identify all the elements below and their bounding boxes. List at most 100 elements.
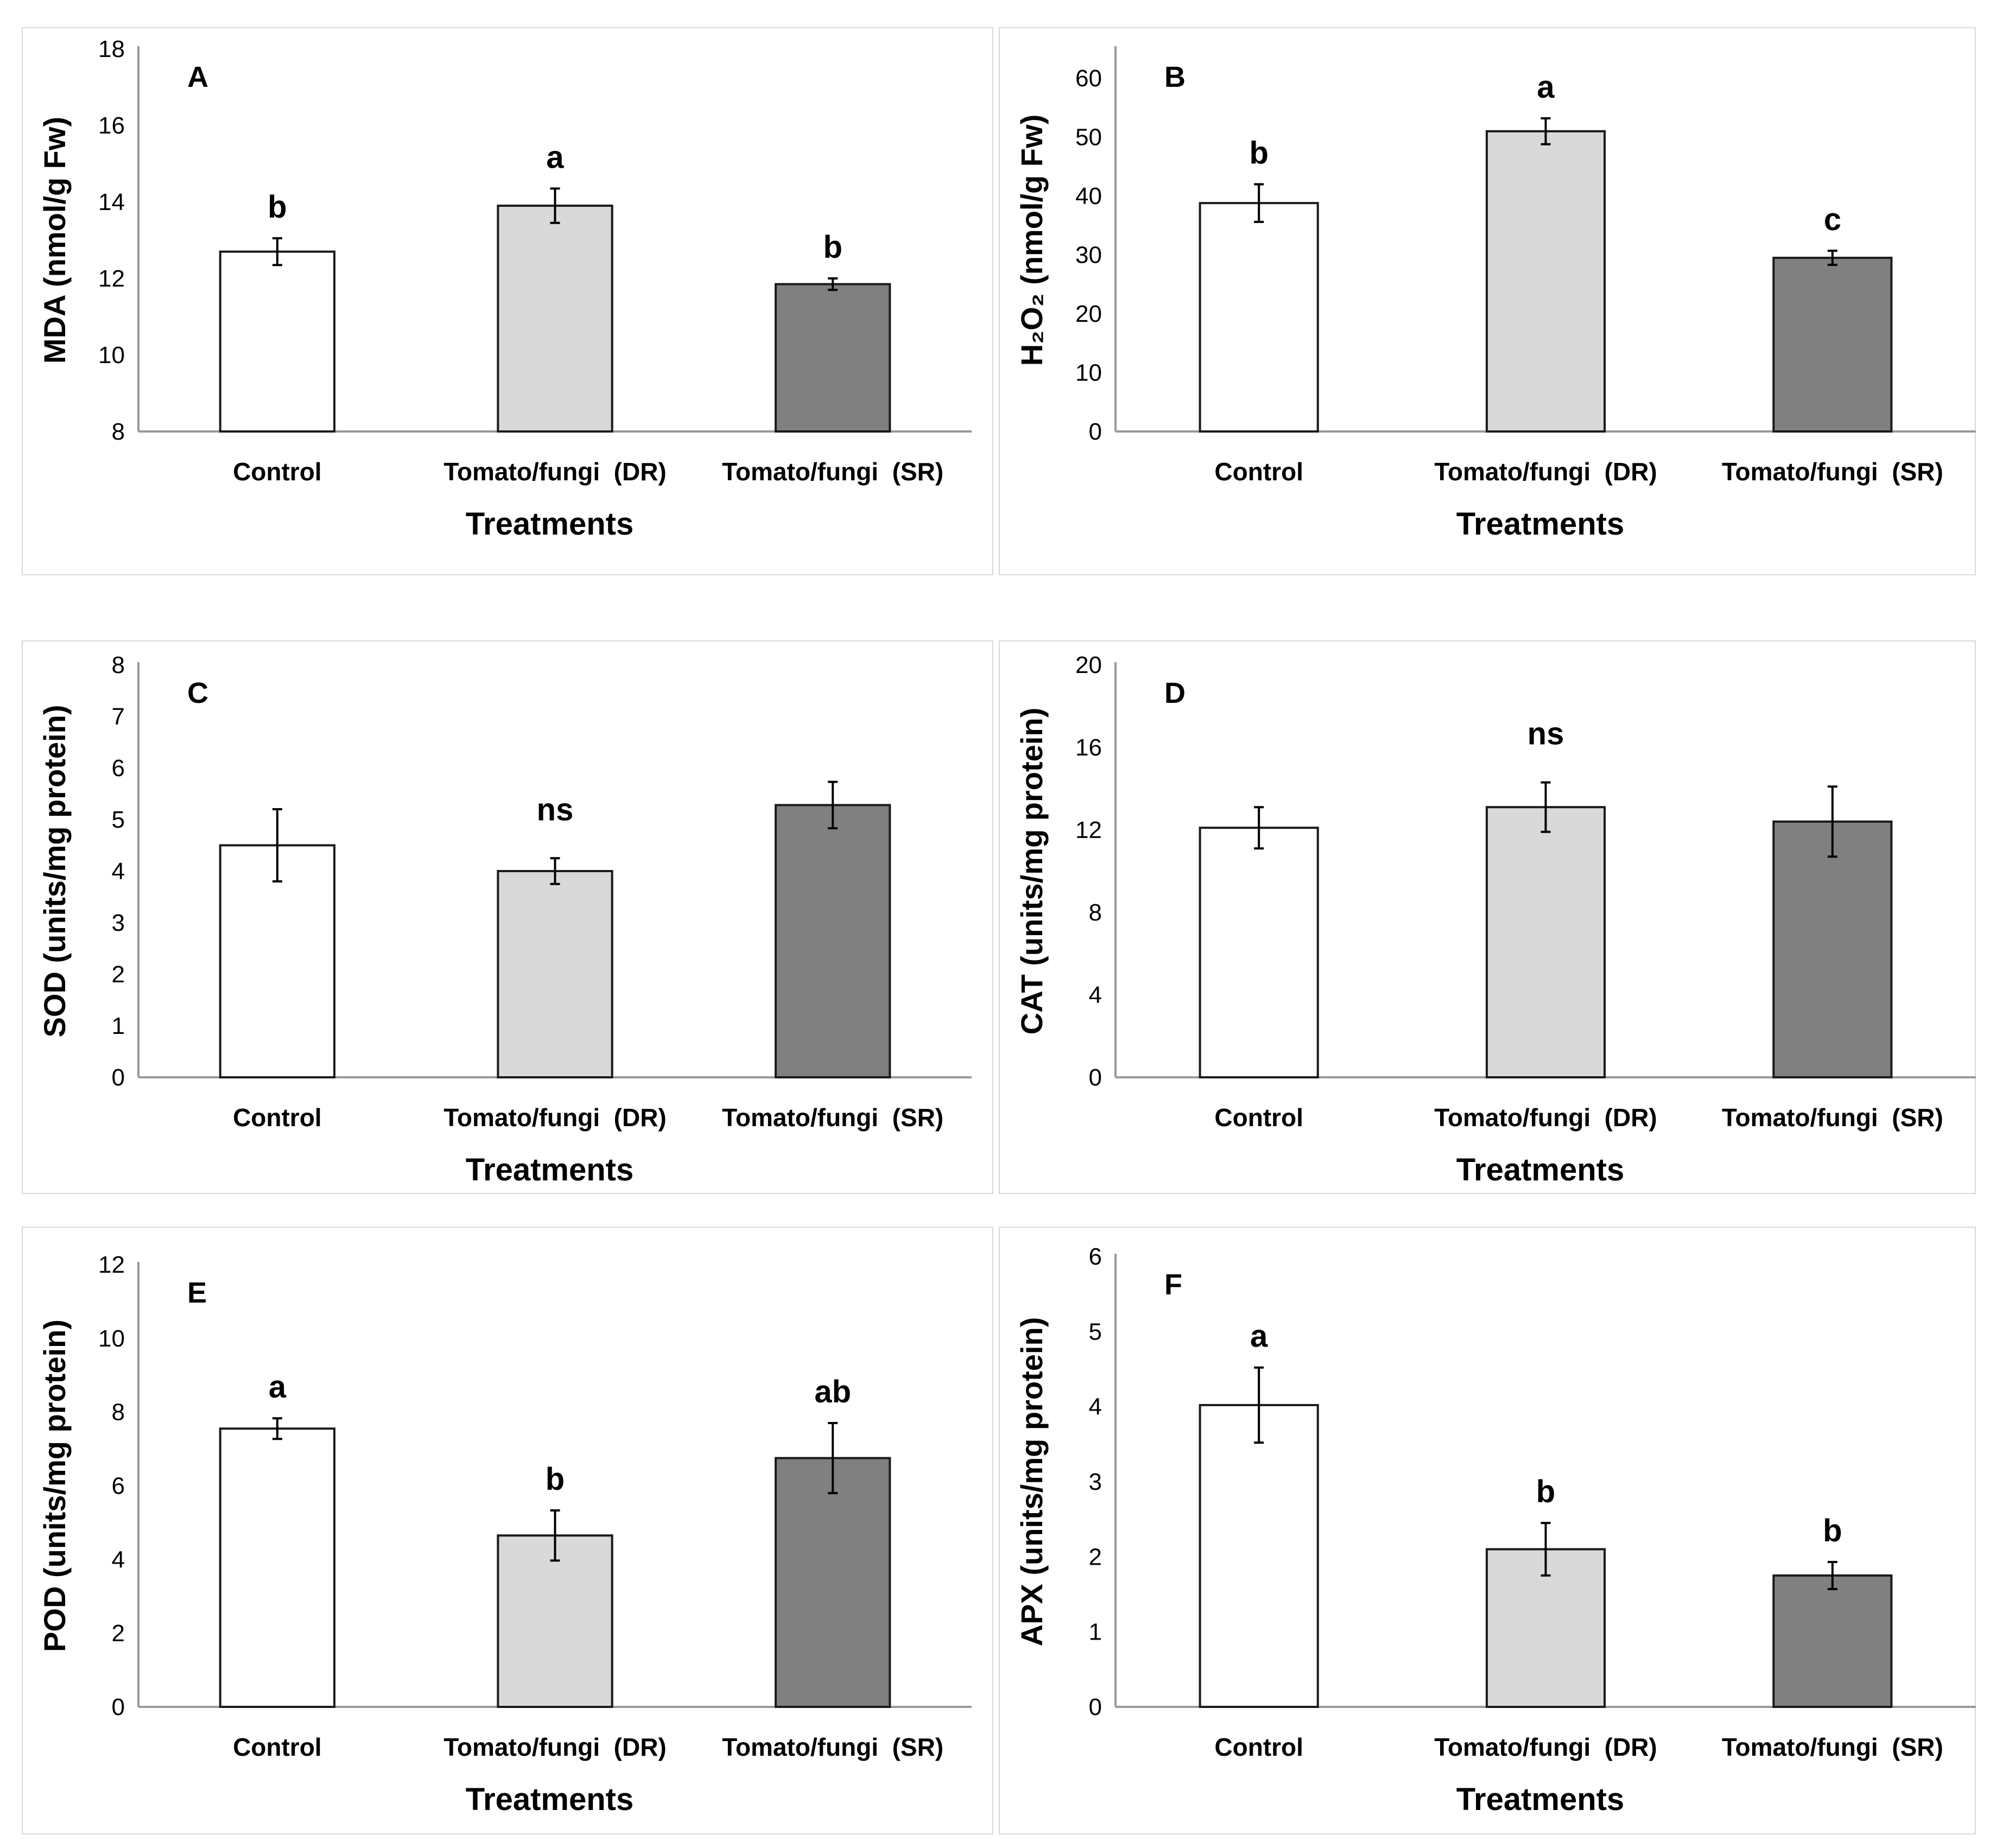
x-category-label: Tomato/fungi (DR) — [443, 1733, 667, 1761]
y-tick-label: 40 — [1075, 183, 1102, 209]
significance-letter: a — [269, 1369, 287, 1405]
x-axis-title: Treatments — [466, 506, 633, 542]
bar-tomato-fungi-sr — [1772, 1574, 1893, 1709]
bar-tomato-fungi-dr — [497, 870, 613, 1078]
y-tick-label: 20 — [1075, 301, 1102, 327]
bar-tomato-fungi-sr — [775, 804, 891, 1079]
y-tick-label: 2 — [112, 961, 125, 988]
bar-control — [219, 250, 335, 433]
significance-letter: b — [1249, 135, 1268, 170]
x-category-label: Tomato/fungi (DR) — [1434, 1103, 1657, 1132]
chart-a: 8 10 12 14 16 18 Ab Control a Tomato/fungi (DR) b T… — [37, 36, 972, 542]
y-tick-label: 4 — [112, 858, 125, 885]
y-tick-label: 10 — [98, 342, 125, 369]
y-tick-label: 1 — [1089, 1619, 1102, 1646]
y-tick-label: 60 — [1075, 65, 1102, 92]
bar-tomato-fungi-sr — [1772, 820, 1893, 1079]
y-axis-title: SOD (units/mg protein) — [37, 705, 72, 1038]
bar-tomato-fungi-sr — [775, 1457, 891, 1708]
y-tick-label: 7 — [112, 703, 125, 730]
x-axis-title: Treatments — [1456, 1152, 1624, 1187]
x-category-label: Tomato/fungi (SR) — [722, 458, 943, 486]
y-tick-label: 4 — [1089, 982, 1102, 1008]
y-tick-label: 3 — [112, 910, 125, 936]
significance-letter: b — [1536, 1474, 1555, 1509]
y-tick-label: 12 — [1075, 817, 1102, 843]
y-tick-label: 14 — [98, 189, 125, 215]
y-tick-label: 18 — [98, 36, 125, 62]
significance-letter: b — [546, 1462, 565, 1497]
chart-panel-f — [999, 1227, 1976, 1834]
x-axis-title: Treatments — [1456, 506, 1624, 542]
y-tick-label: 10 — [98, 1325, 125, 1352]
x-category-label: Tomato/fungi (DR) — [1434, 458, 1657, 486]
significance-letter: a — [546, 139, 564, 175]
chart-b: 0 10 20 30 40 50 60 Bb Control a Tomato/fungi (DR)… — [1015, 46, 1976, 542]
y-tick-label: 5 — [112, 806, 125, 833]
y-tick-label: 50 — [1075, 124, 1102, 151]
bar-control — [1199, 1404, 1319, 1708]
x-category-label: Tomato/fungi (SR) — [1722, 458, 1943, 486]
significance-letter: a — [1250, 1319, 1268, 1354]
y-tick-label: 0 — [1089, 1694, 1102, 1720]
y-tick-label: 20 — [1075, 652, 1102, 678]
chart-e: 0 2 4 6 8 10 12 Ea Control b Tomato/fungi (DR) ab To… — [37, 1252, 972, 1817]
y-tick-label: 10 — [1075, 360, 1102, 386]
y-tick-label: 2 — [112, 1620, 125, 1647]
y-tick-label: 2 — [1089, 1544, 1102, 1570]
y-axis-title: POD (units/mg protein) — [37, 1319, 72, 1652]
x-axis-title: Treatments — [466, 1152, 633, 1187]
panel-label: D — [1164, 677, 1186, 709]
x-category-label: Control — [233, 458, 322, 486]
x-axis-title: Treatments — [1456, 1782, 1624, 1817]
x-category-label: Tomato/fungi (DR) — [443, 1103, 667, 1132]
bar-tomato-fungi-dr — [497, 1534, 613, 1708]
y-axis-title: MDA (nmol/g Fw) — [37, 117, 72, 364]
significance-letter: b — [823, 230, 842, 265]
y-tick-label: 4 — [1089, 1394, 1102, 1420]
x-category-label: Tomato/fungi (SR) — [722, 1103, 943, 1132]
x-category-label: Control — [1214, 458, 1303, 486]
panel-label: E — [187, 1277, 207, 1309]
bar-control — [1199, 202, 1319, 433]
y-tick-label: 8 — [112, 1399, 125, 1426]
y-tick-label: 8 — [112, 418, 125, 445]
x-axis-title: Treatments — [466, 1782, 633, 1817]
x-category-label: Control — [1214, 1733, 1303, 1761]
bar-tomato-fungi-sr — [775, 283, 891, 433]
y-tick-label: 30 — [1075, 242, 1102, 269]
significance-letter: ab — [814, 1374, 851, 1409]
bar-tomato-fungi-dr — [1485, 130, 1606, 433]
x-category-label: Tomato/fungi (SR) — [1722, 1733, 1943, 1761]
y-tick-label: 5 — [1089, 1318, 1102, 1345]
bar-tomato-fungi-sr — [1772, 257, 1893, 433]
x-category-label: Tomato/fungi (DR) — [1434, 1733, 1657, 1761]
significance-label: ns — [1528, 716, 1564, 752]
panel-label: F — [1164, 1268, 1182, 1301]
y-tick-label: 8 — [1089, 899, 1102, 926]
panel-label: C — [187, 677, 208, 709]
x-category-label: Tomato/fungi (DR) — [443, 458, 667, 486]
panel-label: A — [187, 61, 208, 93]
y-tick-label: 1 — [112, 1013, 125, 1039]
panel-label: B — [1164, 61, 1186, 93]
x-category-label: Control — [233, 1733, 322, 1761]
chart-c: 0 1 2 3 4 5 6 7 8 C Control Tomato/fungi (DR) Tomato… — [37, 652, 972, 1187]
y-axis-title: APX (units/mg protein) — [1015, 1317, 1049, 1647]
bar-control — [219, 1427, 335, 1709]
bar-control — [1199, 827, 1319, 1078]
y-tick-label: 3 — [1089, 1469, 1102, 1495]
y-tick-label: 16 — [1075, 734, 1102, 761]
significance-label: ns — [537, 792, 574, 827]
y-tick-label: 6 — [1089, 1243, 1102, 1270]
x-category-label: Tomato/fungi (SR) — [1722, 1103, 1943, 1132]
y-tick-label: 0 — [1089, 1064, 1102, 1091]
y-tick-label: 4 — [112, 1546, 125, 1573]
y-tick-label: 0 — [112, 1064, 125, 1091]
y-tick-label: 12 — [98, 1252, 125, 1278]
y-tick-label: 8 — [112, 652, 125, 678]
chart-f: 0 1 2 3 4 5 6 Fa Control b Tomato/fungi (DR) b Tomat… — [1015, 1243, 1976, 1817]
y-tick-label: 6 — [112, 755, 125, 782]
